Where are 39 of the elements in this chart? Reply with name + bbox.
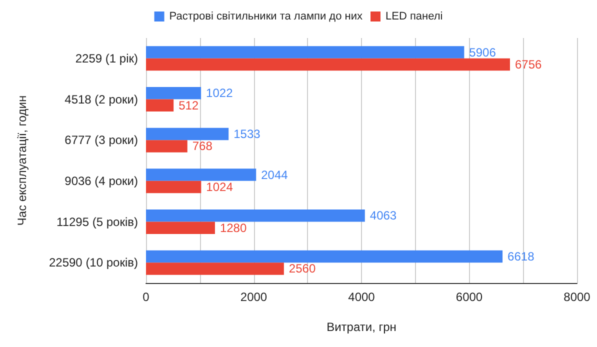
x-axis-title: Витрати, грн xyxy=(326,320,396,334)
bar xyxy=(146,99,174,112)
bar xyxy=(146,46,464,58)
data-label: 512 xyxy=(178,98,199,112)
data-label: 1280 xyxy=(220,220,247,235)
bar xyxy=(146,58,510,71)
y-tick-label: 2259 (1 рік) xyxy=(75,51,138,66)
bar xyxy=(146,128,229,140)
bar xyxy=(146,222,215,234)
bar xyxy=(146,87,202,100)
x-tick-label: 8000 xyxy=(564,290,591,304)
data-label: 1022 xyxy=(206,86,234,100)
data-label: 6618 xyxy=(508,249,535,264)
x-tick-label: 2000 xyxy=(240,290,268,304)
y-tick-label: 6777 (3 роки) xyxy=(64,133,138,148)
data-label: 768 xyxy=(192,139,213,154)
bar xyxy=(146,168,256,181)
bar xyxy=(146,262,284,275)
data-label: 6756 xyxy=(514,58,542,72)
data-label: 2560 xyxy=(288,262,316,276)
x-tick-label: 6000 xyxy=(456,290,483,304)
y-tick-label: 11295 (5 років) xyxy=(56,214,138,229)
y-axis-title: Час експлуатації, годин xyxy=(15,95,29,226)
y-tick-label: 4518 (2 роки) xyxy=(64,92,138,106)
bar xyxy=(146,180,202,194)
x-tick-label: 4000 xyxy=(348,290,376,304)
legend-label: Растрові світильники та лампи до них xyxy=(169,10,363,22)
data-label: 1024 xyxy=(206,180,234,194)
data-label: 2044 xyxy=(261,168,288,182)
bar xyxy=(146,250,503,263)
y-tick-label: 22590 (10 років) xyxy=(48,256,138,270)
data-label: 1533 xyxy=(234,126,261,141)
legend-label: LED панелі xyxy=(386,10,443,22)
data-label: 5906 xyxy=(469,45,496,60)
y-tick-label: 9036 (4 роки) xyxy=(64,174,138,188)
bar xyxy=(146,210,365,222)
bar xyxy=(146,140,188,152)
data-label: 4063 xyxy=(370,208,397,223)
x-tick-label: 0 xyxy=(142,290,150,304)
